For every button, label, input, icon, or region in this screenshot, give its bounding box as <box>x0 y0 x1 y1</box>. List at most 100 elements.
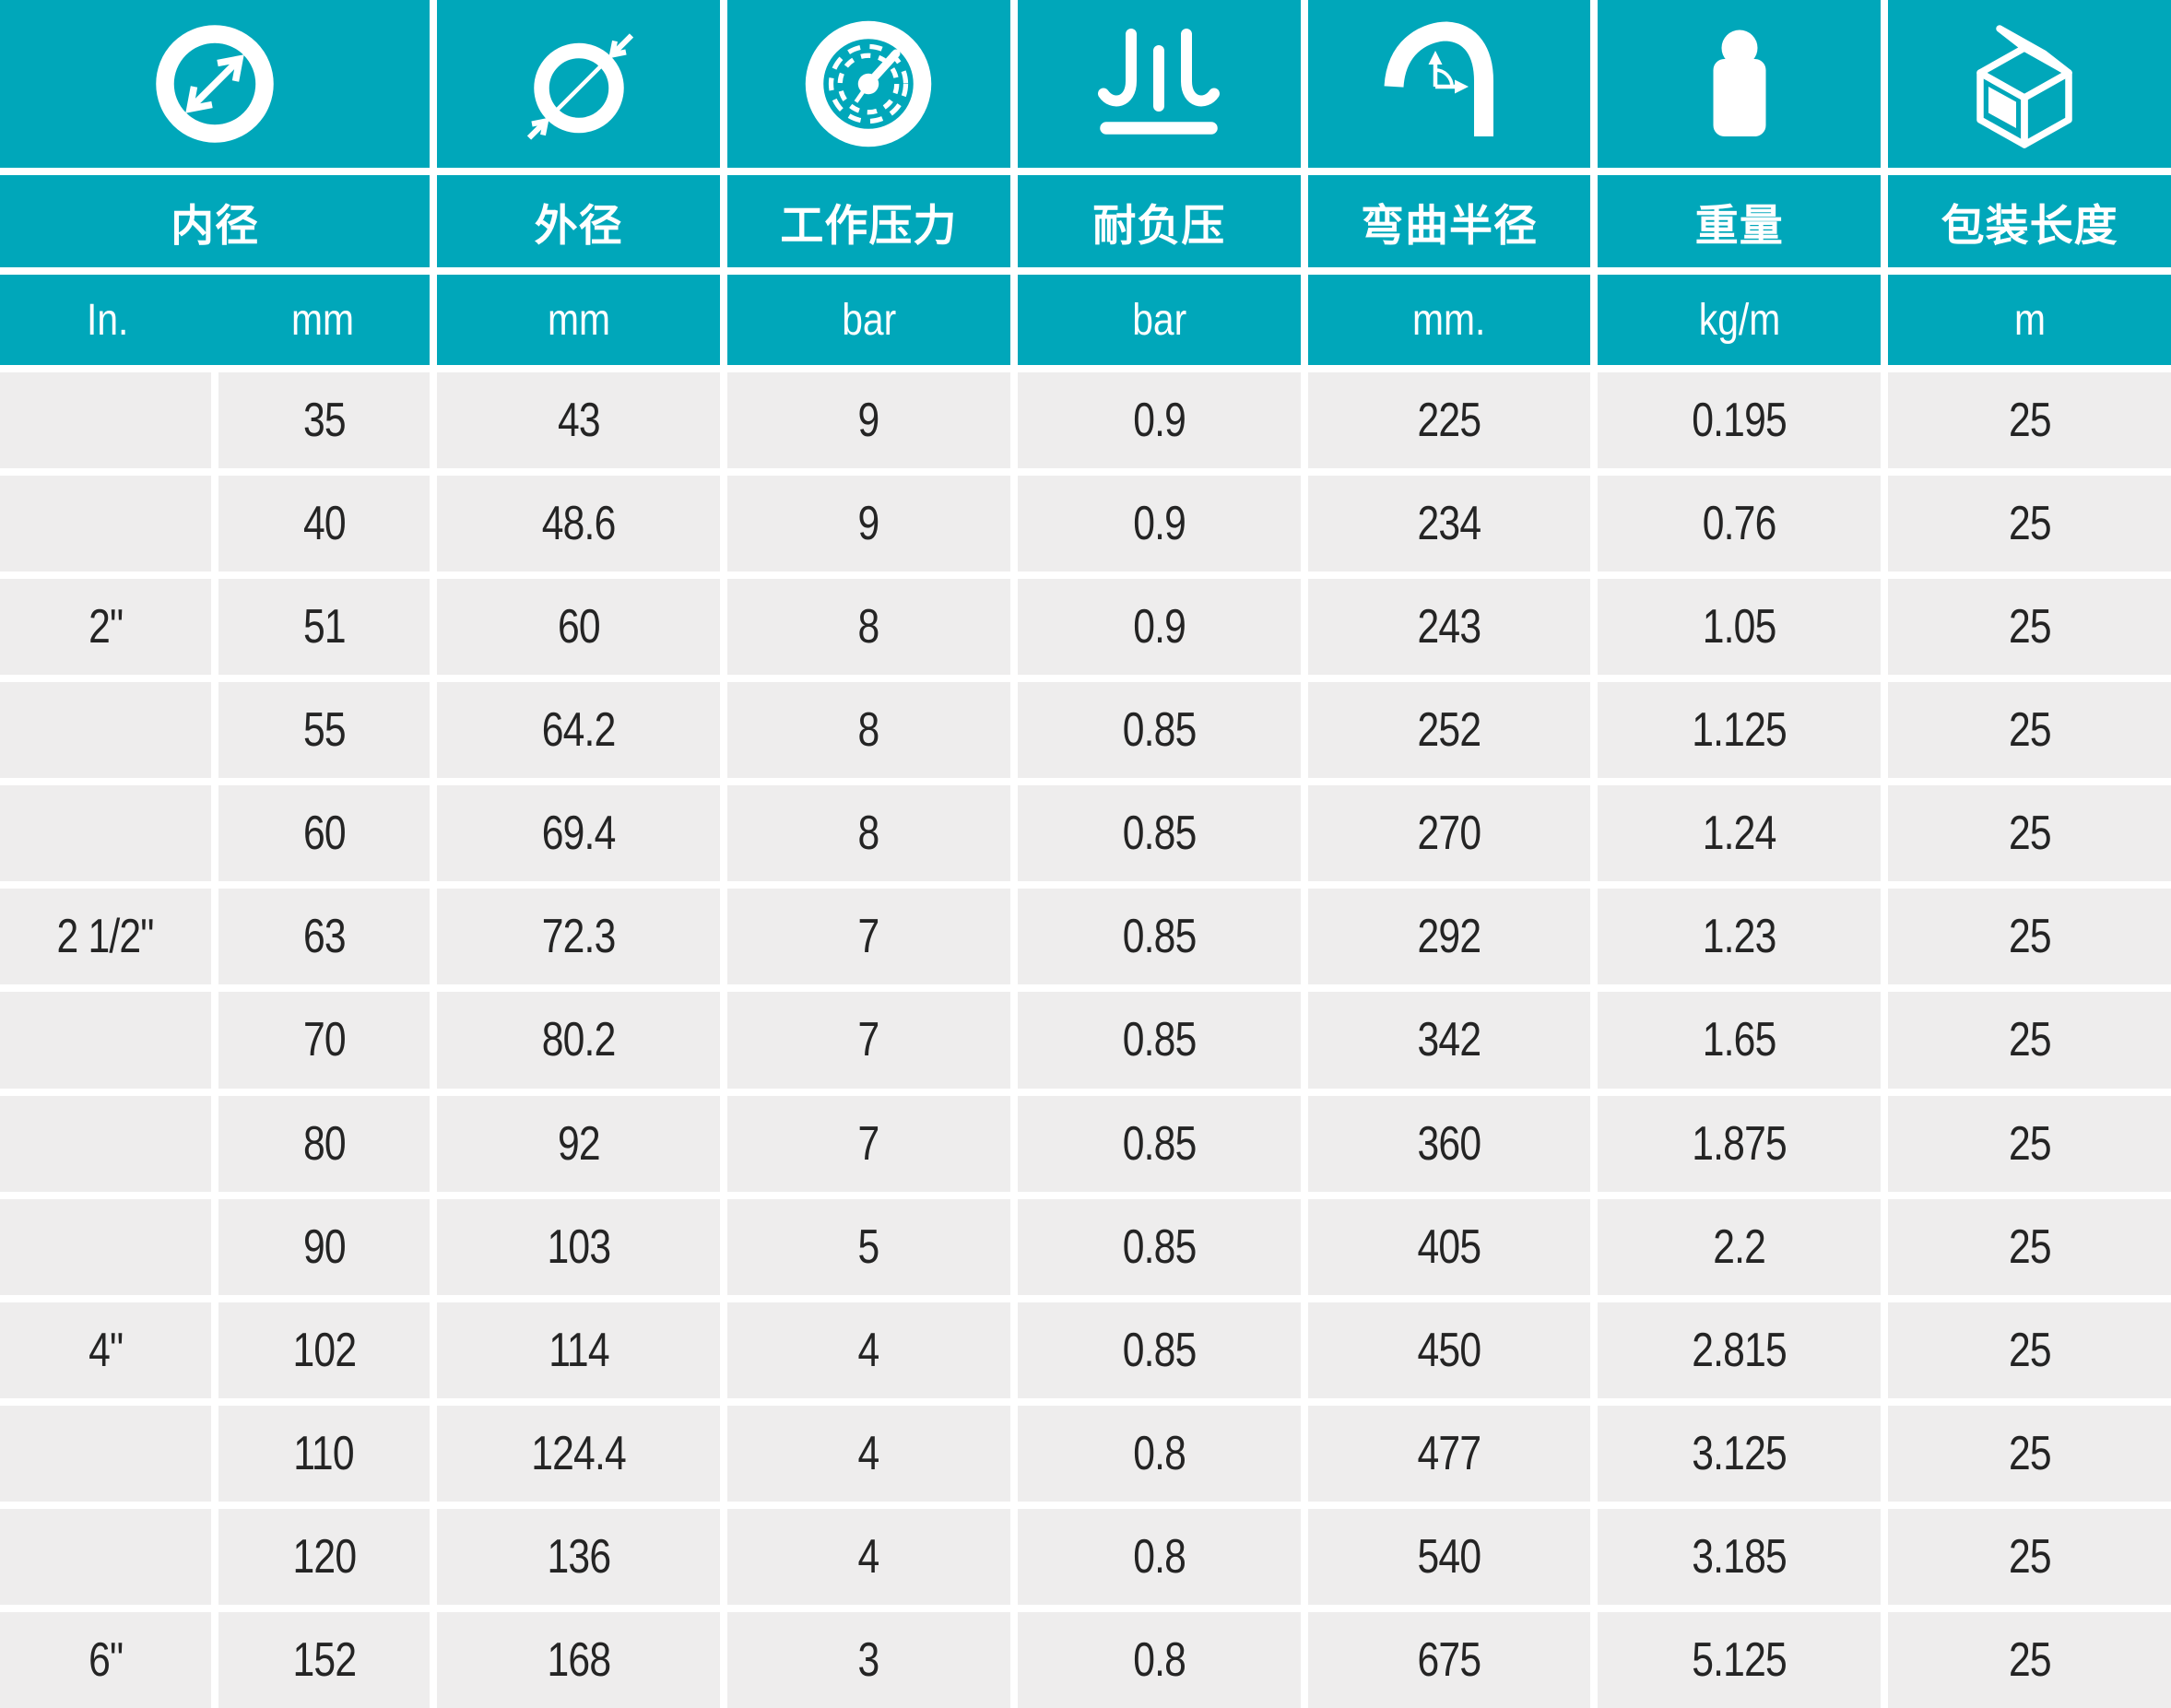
header-units-inner-diameter: In. mm <box>0 275 431 365</box>
cell-id-mm: 110 <box>218 1405 431 1502</box>
cell-bend-radius-mm: 477 <box>1307 1405 1591 1502</box>
column-label: 外径 <box>534 200 623 250</box>
cell-weight-kgm: 1.24 <box>1598 785 1882 882</box>
cell-weight-kgm: 1.125 <box>1598 682 1882 779</box>
header-units-working-pressure: bar <box>727 275 1010 365</box>
unit-inch: In. <box>86 295 129 345</box>
cell-vacuum-bar: 0.85 <box>1017 992 1301 1089</box>
header-units-weight: kg/m <box>1598 275 1882 365</box>
cell-inch: 6" <box>0 1611 211 1708</box>
unit-vac-bar: bar <box>1131 295 1186 345</box>
cell-od-mm: 64.2 <box>437 682 721 779</box>
cell-working-pressure-bar: 4 <box>727 1405 1010 1502</box>
cell-packing-length-m: 25 <box>1888 1508 2171 1605</box>
header-label-packing-length: 包装长度 <box>1888 175 2171 267</box>
cell-vacuum-bar: 0.85 <box>1017 682 1301 779</box>
cell-od-mm: 72.3 <box>437 889 721 985</box>
cell-id-mm: 102 <box>218 1302 431 1398</box>
cell-weight-kgm: 1.875 <box>1598 1095 1882 1192</box>
cell-weight-kgm: 0.76 <box>1598 476 1882 572</box>
cell-packing-length-m: 25 <box>1888 785 2171 882</box>
cell-id-mm: 152 <box>218 1611 431 1708</box>
cell-od-mm: 136 <box>437 1508 721 1605</box>
cell-od-mm: 168 <box>437 1611 721 1708</box>
cell-weight-kgm: 1.05 <box>1598 579 1882 676</box>
cell-vacuum-bar: 0.9 <box>1017 372 1301 469</box>
vacuum-icon <box>1098 29 1221 135</box>
cell-id-mm: 63 <box>218 889 431 985</box>
cell-od-mm: 92 <box>437 1095 721 1192</box>
cell-id-mm: 80 <box>218 1095 431 1192</box>
cell-id-mm: 40 <box>218 476 431 572</box>
cell-inch <box>0 1508 211 1605</box>
cell-packing-length-m: 25 <box>1888 1405 2171 1502</box>
cell-bend-radius-mm: 405 <box>1307 1198 1591 1295</box>
cell-bend-radius-mm: 252 <box>1307 682 1591 779</box>
cell-bend-radius-mm: 540 <box>1307 1508 1591 1605</box>
cell-id-mm: 90 <box>218 1198 431 1295</box>
cell-id-mm: 51 <box>218 579 431 676</box>
header-icon-cell-vacuum <box>1017 0 1301 168</box>
cell-inch: 4" <box>0 1302 211 1398</box>
column-label: 弯曲半径 <box>1361 200 1538 250</box>
cell-vacuum-bar: 0.85 <box>1017 1302 1301 1398</box>
cell-od-mm: 69.4 <box>437 785 721 882</box>
cell-working-pressure-bar: 7 <box>727 889 1010 985</box>
cell-vacuum-bar: 0.85 <box>1017 889 1301 985</box>
cell-id-mm: 70 <box>218 992 431 1089</box>
cell-vacuum-bar: 0.9 <box>1017 579 1301 676</box>
cell-inch <box>0 476 211 572</box>
cell-inch <box>0 1198 211 1295</box>
cell-bend-radius-mm: 342 <box>1307 992 1591 1089</box>
cell-vacuum-bar: 0.8 <box>1017 1508 1301 1605</box>
cell-weight-kgm: 3.185 <box>1598 1508 1882 1605</box>
cell-inch: 2 1/2" <box>0 889 211 985</box>
column-label: 工作压力 <box>780 200 958 250</box>
header-label-weight: 重量 <box>1598 175 1882 267</box>
cell-od-mm: 43 <box>437 372 721 469</box>
package-icon <box>1976 25 2072 148</box>
cell-working-pressure-bar: 8 <box>727 785 1010 882</box>
cell-weight-kgm: 1.65 <box>1598 992 1882 1089</box>
outer-diameter-icon <box>526 33 633 140</box>
unit-od-mm: mm <box>547 295 610 345</box>
unit-weight-kgm: kg/m <box>1698 295 1781 345</box>
cell-working-pressure-bar: 9 <box>727 476 1010 572</box>
cell-working-pressure-bar: 5 <box>727 1198 1010 1295</box>
unit-inch-wrap: In. <box>0 295 215 346</box>
cell-vacuum-bar: 0.85 <box>1017 1198 1301 1295</box>
cell-packing-length-m: 25 <box>1888 682 2171 779</box>
unit-id-mm-wrap: mm <box>215 295 430 346</box>
cell-id-mm: 120 <box>218 1508 431 1605</box>
column-label: 耐负压 <box>1092 200 1226 250</box>
cell-working-pressure-bar: 4 <box>727 1508 1010 1605</box>
cell-bend-radius-mm: 292 <box>1307 889 1591 985</box>
cell-od-mm: 60 <box>437 579 721 676</box>
column-label: 内径 <box>171 200 260 250</box>
cell-bend-radius-mm: 270 <box>1307 785 1591 882</box>
cell-weight-kgm: 2.815 <box>1598 1302 1882 1398</box>
cell-vacuum-bar: 0.85 <box>1017 785 1301 882</box>
unit-wp-bar: bar <box>841 295 896 345</box>
cell-packing-length-m: 25 <box>1888 476 2171 572</box>
cell-od-mm: 124.4 <box>437 1405 721 1502</box>
header-units-outer-diameter: mm <box>437 275 721 365</box>
cell-od-mm: 48.6 <box>437 476 721 572</box>
header-label-bend-radius: 弯曲半径 <box>1307 175 1591 267</box>
header-label-outer-diameter: 外径 <box>437 175 721 267</box>
header-icon-cell-weight <box>1598 0 1882 168</box>
cell-packing-length-m: 25 <box>1888 992 2171 1089</box>
bend-radius-icon <box>1384 21 1493 136</box>
cell-id-mm: 60 <box>218 785 431 882</box>
cell-od-mm: 103 <box>437 1198 721 1295</box>
cell-working-pressure-bar: 3 <box>727 1611 1010 1708</box>
cell-working-pressure-bar: 8 <box>727 579 1010 676</box>
cell-working-pressure-bar: 7 <box>727 1095 1010 1192</box>
cell-inch <box>0 992 211 1089</box>
cell-weight-kgm: 0.195 <box>1598 372 1882 469</box>
cell-id-mm: 35 <box>218 372 431 469</box>
header-units-vacuum: bar <box>1017 275 1301 365</box>
pressure-gauge-icon <box>806 20 932 147</box>
